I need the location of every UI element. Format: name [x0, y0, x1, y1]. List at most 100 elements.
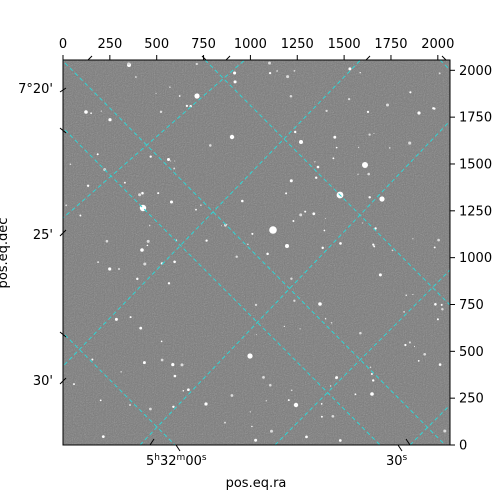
star — [324, 218, 327, 220]
top-tick-label: 1000 — [234, 37, 267, 52]
star — [283, 325, 285, 327]
star — [159, 110, 163, 114]
top-tick-label: 500 — [144, 37, 169, 52]
top-tick-label: 750 — [191, 37, 216, 52]
ra-grid-line — [409, 404, 450, 445]
top-tick-label: 1750 — [374, 37, 407, 52]
top-tick-label: 0 — [59, 37, 67, 52]
star — [138, 193, 142, 197]
star — [90, 112, 92, 115]
star — [335, 376, 339, 379]
star — [373, 132, 375, 134]
star — [185, 104, 189, 108]
star — [440, 303, 443, 306]
top-tick-label: 250 — [97, 37, 122, 52]
star — [220, 225, 223, 227]
star — [321, 246, 324, 250]
star — [262, 376, 265, 379]
dec-tick-mark — [59, 87, 67, 93]
ra-grid-line — [139, 120, 450, 445]
star — [178, 95, 181, 97]
star — [289, 95, 293, 98]
ra-tick-mark — [441, 55, 447, 61]
star — [347, 97, 351, 101]
star — [443, 429, 447, 433]
star — [333, 135, 337, 139]
star — [204, 402, 208, 406]
star — [79, 214, 82, 217]
star — [403, 311, 405, 313]
star — [155, 92, 157, 94]
star — [254, 438, 258, 442]
ra-tick-mark — [175, 444, 181, 452]
star — [65, 204, 68, 207]
ra-tick-mark — [365, 55, 371, 61]
star — [241, 199, 244, 203]
star — [169, 200, 174, 204]
star — [330, 385, 332, 387]
star — [374, 227, 377, 230]
star — [247, 353, 253, 359]
star — [173, 167, 176, 170]
star — [135, 76, 137, 78]
star — [370, 373, 373, 375]
right-tick-label: 500 — [459, 345, 484, 360]
star — [265, 400, 268, 402]
ra-tick-mark — [87, 55, 93, 61]
dec-tick-mark — [59, 331, 67, 338]
star — [100, 110, 102, 112]
star — [412, 293, 414, 296]
ra-tick-mark — [405, 438, 411, 446]
dec-tick-label: 30' — [33, 374, 53, 389]
ra-grid-line — [63, 60, 362, 368]
plot-frame — [62, 59, 451, 446]
star — [368, 196, 371, 199]
star — [437, 238, 440, 242]
star — [323, 229, 326, 232]
star — [268, 71, 272, 75]
sky-noise-overlay — [63, 60, 450, 445]
star — [251, 425, 253, 428]
star — [108, 118, 112, 122]
star — [251, 232, 254, 235]
star — [436, 318, 439, 321]
dec-tick-label: 7°20' — [18, 82, 53, 97]
star — [182, 389, 185, 392]
dec-grid-line — [63, 332, 176, 445]
dec-grid-line — [439, 60, 450, 71]
star — [348, 67, 352, 71]
star — [404, 343, 407, 347]
star — [292, 220, 295, 222]
x-axis-label: pos.eq.ra — [226, 476, 287, 491]
star — [417, 111, 421, 115]
star — [408, 341, 411, 344]
star — [433, 246, 436, 249]
top-tick-label: 2000 — [421, 37, 454, 52]
star — [91, 358, 94, 361]
star — [247, 243, 249, 245]
ra-tick-mark — [149, 438, 155, 446]
right-tick-label: 1750 — [459, 111, 492, 126]
star — [294, 130, 297, 134]
star — [146, 244, 149, 247]
star — [290, 389, 293, 392]
top-tick-label: 1250 — [281, 37, 314, 52]
right-tick-label: 250 — [459, 392, 484, 407]
star — [330, 322, 333, 324]
star — [233, 71, 237, 75]
wcs-ticks — [59, 55, 447, 452]
ra-grid-line — [274, 269, 450, 445]
star — [412, 238, 414, 240]
star — [324, 318, 327, 320]
star — [195, 62, 198, 66]
star — [160, 340, 163, 343]
star — [166, 157, 171, 162]
star — [170, 160, 172, 162]
star — [123, 181, 126, 184]
star — [434, 303, 437, 306]
star — [331, 414, 335, 418]
star — [230, 394, 234, 397]
star — [287, 399, 290, 402]
star — [285, 244, 289, 248]
